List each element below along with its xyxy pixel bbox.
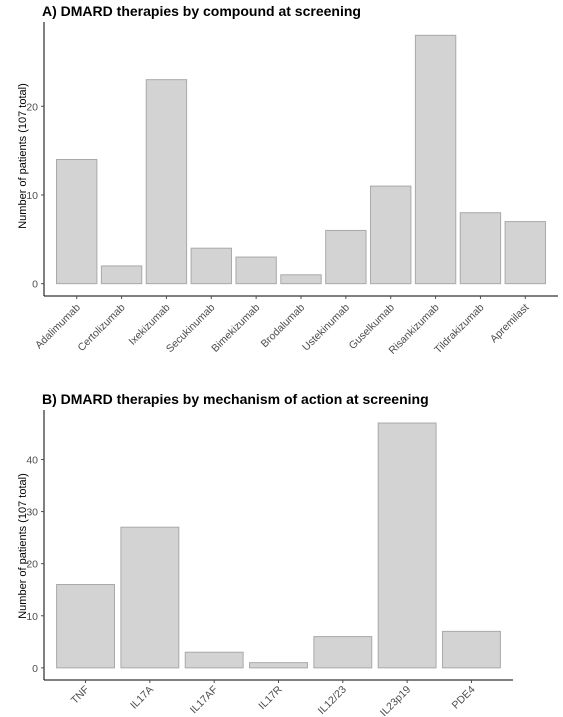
chart-a-bar [370, 185, 412, 285]
chart-a-xtick-label: Brodalumab [259, 302, 308, 351]
chart-b-ytick-label: 30 [26, 507, 38, 519]
chart-b-ytick-label: 0 [32, 663, 38, 675]
chart-a-bar [235, 256, 277, 285]
chart-a-ytick-label: 0 [32, 279, 38, 291]
chart-a-bar [459, 212, 502, 285]
chart-b-plot: 0 10 20 30 40 TNF IL17A IL17AF IL17R IL12/23 IL23p… [26, 410, 513, 717]
chart-b-xtick-label: PDE4 [450, 684, 478, 712]
chart-b-title: B) DMARD therapies by mechanism of actio… [42, 391, 429, 407]
chart-b-bar [56, 584, 115, 669]
chart-a-ytick-label: 20 [26, 101, 38, 113]
chart-b-xtick-label: IL12/23 [316, 684, 349, 717]
chart-b-bar [249, 662, 308, 669]
chart-a-ylabel: Number of patients (107 total) [17, 83, 29, 229]
chart-b-ytick-label: 10 [26, 611, 38, 623]
chart-a-title: A) DMARD therapies by compound at screen… [42, 3, 361, 19]
chart-a-bar [190, 247, 232, 285]
chart-b-ytick-label: 20 [26, 559, 38, 571]
chart-b-xtick-label: IL17A [128, 684, 156, 712]
chart-b-xtick-label: IL17R [256, 683, 285, 712]
chart-a-bar [145, 79, 188, 285]
chart-b-bar [377, 422, 437, 669]
chart-a-xtick-label: Adalimumab [33, 302, 83, 352]
chart-a-xtick-label: Apremilast [488, 302, 532, 346]
chart-b-bar [313, 636, 373, 669]
chart-b-xtick-label: IL17AF [188, 684, 220, 716]
chart-a-bar [56, 158, 98, 285]
chart-a-xtick-label: Bimekizumab [209, 302, 262, 355]
chart-b-bar [184, 651, 244, 669]
chart-a-bar [280, 274, 322, 285]
chart-b-xtick-label: IL23p19 [378, 684, 413, 717]
chart-a-xtick-label: Ixekizumab [127, 302, 173, 348]
chart-a-bar [504, 221, 546, 285]
chart-a-xtick-label: Certolizumab [75, 302, 127, 354]
chart-b-ylabel: Number of patients (107 total) [17, 473, 29, 619]
chart-b-bar [442, 630, 501, 669]
chart-a-bar [414, 34, 457, 285]
chart-b-bar [120, 526, 180, 669]
chart-b-ytick-label: 40 [26, 454, 38, 466]
chart-a-bar [325, 229, 367, 285]
chart-a-plot: 01020AdalimumabCertolizumabIxekizumabSec… [26, 22, 558, 357]
chart-a-xtick-label: Ustekinumab [300, 302, 352, 354]
chart-b-xtick-label: TNF [69, 684, 92, 707]
chart-a-ytick-label: 10 [26, 190, 38, 202]
chart-a-bar [100, 265, 143, 285]
